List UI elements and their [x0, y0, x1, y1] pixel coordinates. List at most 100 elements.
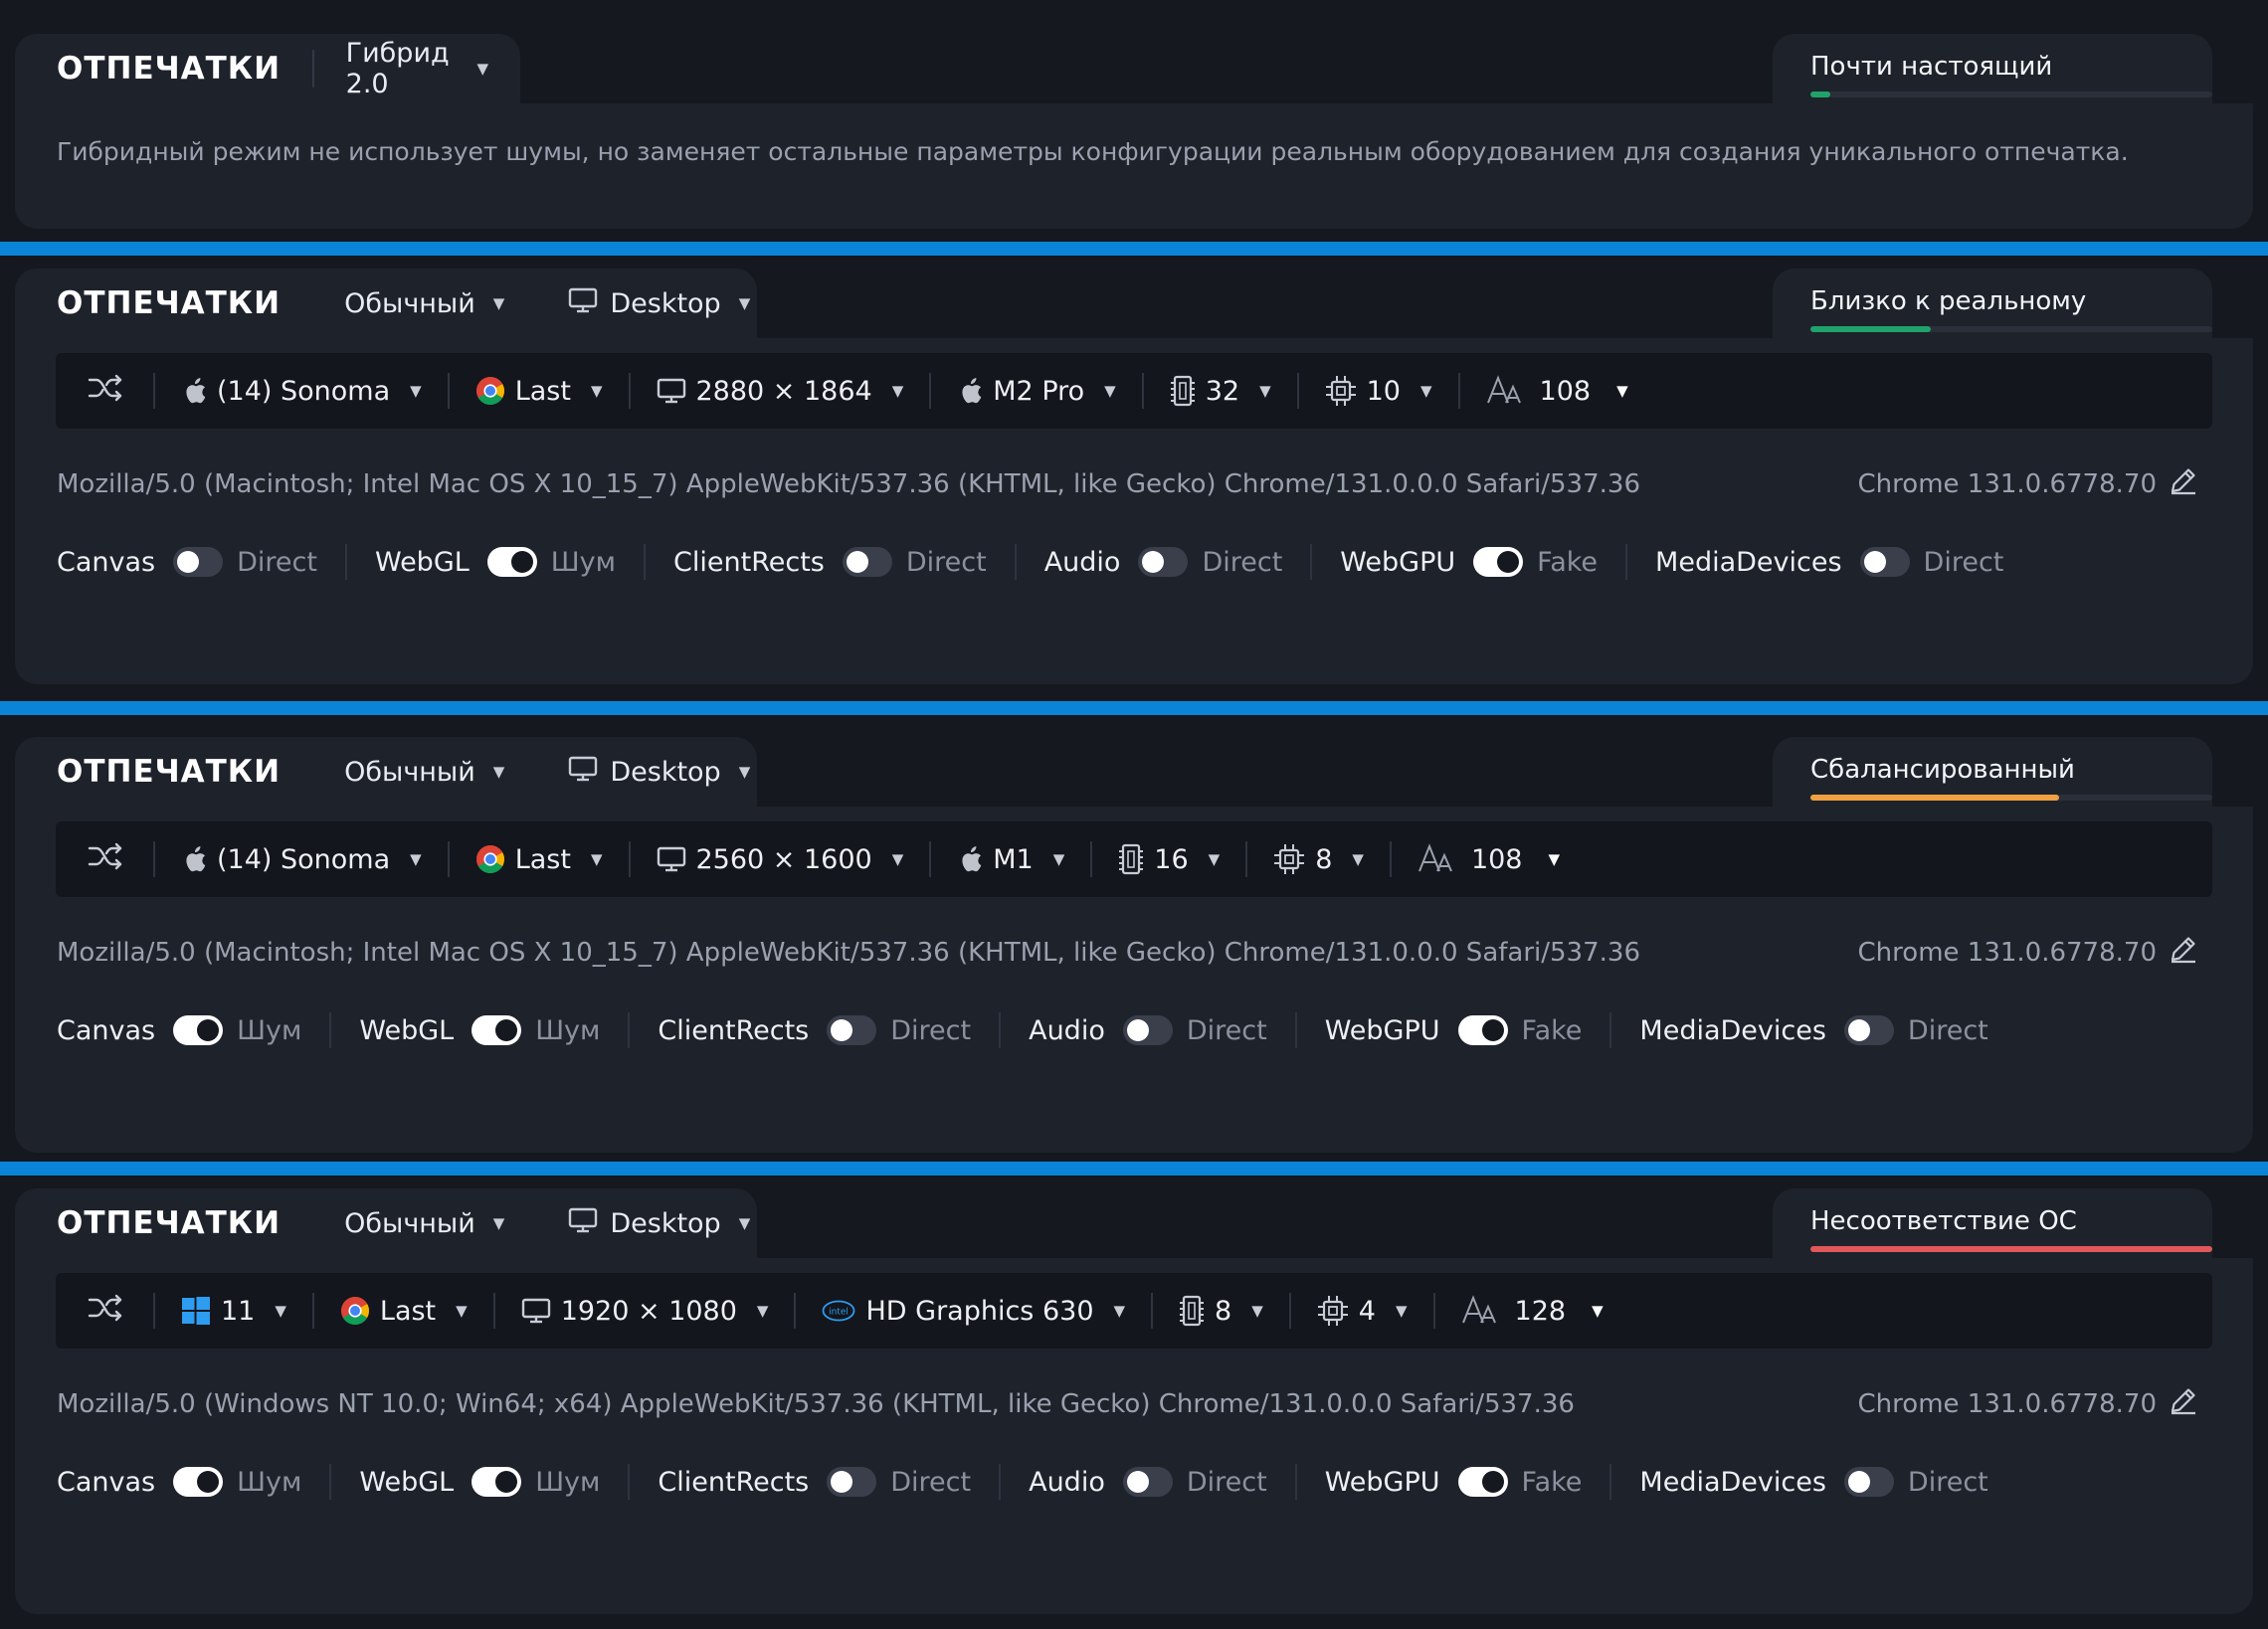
gpu-dropdown[interactable]: intel HD Graphics 630 ▼ — [796, 1273, 1151, 1349]
fingerprint-panel: ОТПЕЧАТКИ Обычный ▼ Desktop ▼ Сбалансированны… — [0, 737, 2268, 1153]
toggle-switch[interactable] — [827, 1467, 877, 1497]
toggle-switch[interactable] — [827, 1015, 877, 1045]
toggle-label: ClientRects — [658, 1014, 810, 1046]
toggle-switch[interactable] — [486, 547, 537, 577]
browser-dropdown[interactable]: Last ▼ — [450, 353, 629, 429]
memory-dropdown[interactable]: 8 ▼ — [1153, 1273, 1289, 1349]
toggle-knob — [1847, 1019, 1870, 1041]
shuffle-button[interactable] — [56, 821, 153, 897]
divider — [929, 373, 932, 409]
fonts-dropdown[interactable]: 128 ▼ — [1435, 1273, 1629, 1349]
pencil-icon[interactable] — [2169, 934, 2198, 971]
os-dropdown[interactable]: 11 ▼ — [155, 1273, 312, 1349]
toggle-value: Fake — [1521, 1014, 1583, 1046]
toggle-knob — [846, 551, 868, 573]
gpu-dropdown[interactable]: M1 ▼ — [931, 821, 1090, 897]
toggle-switch[interactable] — [1473, 547, 1524, 577]
pencil-icon[interactable] — [2169, 1385, 2198, 1422]
shuffle-button[interactable] — [56, 1273, 153, 1349]
cpu-dropdown[interactable]: 8 ▼ — [1247, 821, 1390, 897]
cpu-dropdown[interactable]: 4 ▼ — [1291, 1273, 1433, 1349]
toggle-switch[interactable] — [472, 1015, 522, 1045]
cpu-icon — [1325, 375, 1357, 407]
toggle-switch[interactable] — [842, 547, 892, 577]
toggle-switch[interactable] — [1843, 1467, 1894, 1497]
fonts-dropdown[interactable]: 108 ▼ — [1392, 821, 1586, 897]
browser-label: Last — [514, 375, 571, 407]
browser-dropdown[interactable]: Last ▼ — [450, 821, 629, 897]
divider — [447, 373, 450, 409]
version-label: Chrome 131.0.6778.70 — [1857, 1388, 2157, 1419]
device-dropdown[interactable]: Desktop ▼ — [536, 1207, 782, 1240]
chevron-down-icon: ▼ — [410, 850, 422, 868]
mode-dropdown[interactable]: Обычный ▼ — [312, 1208, 536, 1239]
monitor-icon — [568, 756, 598, 789]
browser-version: Chrome 131.0.6778.70 — [1858, 1385, 2198, 1422]
quality-track — [1810, 795, 2212, 801]
resolution-dropdown[interactable]: 1920 × 1080 ▼ — [495, 1273, 795, 1349]
panel-divider — [0, 1162, 2268, 1176]
chevron-down-icon: ▼ — [1592, 1302, 1604, 1320]
toggle-switch[interactable] — [1122, 1015, 1173, 1045]
resolution-dropdown[interactable]: 2560 × 1600 ▼ — [631, 821, 930, 897]
toggle-canvas: Canvas Шум — [57, 1015, 301, 1046]
shuffle-icon — [88, 842, 123, 877]
divider — [628, 1012, 631, 1048]
resolution-dropdown[interactable]: 2880 × 1864 ▼ — [631, 353, 930, 429]
mode-dropdown[interactable]: Обычный ▼ — [312, 757, 536, 788]
os-dropdown[interactable]: (14) Sonoma ▼ — [155, 353, 448, 429]
memory-dropdown[interactable]: 32 ▼ — [1144, 353, 1297, 429]
gpu-dropdown[interactable]: M2 Pro ▼ — [931, 353, 1141, 429]
divider — [492, 1293, 495, 1329]
device-label: Desktop — [610, 287, 721, 319]
shuffle-icon — [88, 374, 123, 409]
mode-dropdown[interactable]: Гибрид 2.0 ▼ — [314, 38, 520, 99]
fonts-dropdown[interactable]: 108 ▼ — [1460, 353, 1654, 429]
pencil-icon[interactable] — [2169, 465, 2198, 502]
cpu-dropdown[interactable]: 10 ▼ — [1299, 353, 1458, 429]
gpu-label: M2 Pro — [993, 375, 1085, 407]
toggle-label: WebGPU — [1340, 546, 1456, 578]
toggle-value: Direct — [1907, 1466, 1988, 1498]
toggle-switch[interactable] — [1138, 547, 1189, 577]
apple-icon — [957, 844, 983, 874]
toggle-switch[interactable] — [1122, 1467, 1173, 1497]
toggle-switch[interactable] — [1843, 1015, 1894, 1045]
toggle-switch[interactable] — [173, 1015, 224, 1045]
cpu-icon — [1317, 1295, 1349, 1327]
intel-logo-text: intel — [830, 1308, 850, 1318]
toggle-label: MediaDevices — [1639, 1014, 1826, 1046]
device-dropdown[interactable]: Desktop ▼ — [536, 287, 782, 320]
browser-dropdown[interactable]: Last ▼ — [314, 1273, 493, 1349]
fonts-label: 108 — [1539, 375, 1592, 407]
hardware-bar: (14) Sonoma ▼ Last ▼ 2880 × 1864 ▼ M2 Pro ▼ 32 ▼ 1… — [56, 353, 2212, 429]
mode-label: Обычный — [344, 756, 475, 788]
memory-dropdown[interactable]: 16 ▼ — [1092, 821, 1245, 897]
toggle-switch[interactable] — [1457, 1467, 1508, 1497]
toggle-switch[interactable] — [472, 1467, 522, 1497]
cpu-label: 4 — [1358, 1295, 1376, 1327]
chevron-down-icon: ▼ — [590, 382, 603, 400]
toggle-switch[interactable] — [1457, 1015, 1508, 1045]
toggle-label: MediaDevices — [1639, 1466, 1826, 1498]
monitor-icon — [568, 287, 598, 320]
mode-dropdown[interactable]: Обычный ▼ — [312, 288, 536, 319]
toggle-value: Шум — [550, 546, 617, 578]
device-dropdown[interactable]: Desktop ▼ — [536, 756, 782, 789]
quality-track — [1810, 326, 2212, 332]
monitor-icon — [657, 846, 686, 872]
toggle-switch[interactable] — [173, 1467, 224, 1497]
toggle-label: Audio — [1043, 546, 1121, 578]
toggle-switch[interactable] — [173, 547, 224, 577]
divider — [1014, 544, 1017, 580]
panel-divider — [0, 701, 2268, 715]
memory-label: 32 — [1205, 375, 1240, 407]
cpu-label: 10 — [1366, 375, 1401, 407]
shuffle-button[interactable] — [56, 353, 153, 429]
panel-header: ОТПЕЧАТКИ Обычный ▼ Desktop ▼ — [15, 269, 757, 338]
chevron-down-icon: ▼ — [492, 763, 505, 781]
os-dropdown[interactable]: (14) Sonoma ▼ — [155, 821, 448, 897]
toggle-row: Canvas Шум WebGL Шум ClientRects Direct Audio D… — [57, 1457, 2245, 1507]
divider — [1294, 1464, 1297, 1500]
toggle-switch[interactable] — [1859, 547, 1910, 577]
